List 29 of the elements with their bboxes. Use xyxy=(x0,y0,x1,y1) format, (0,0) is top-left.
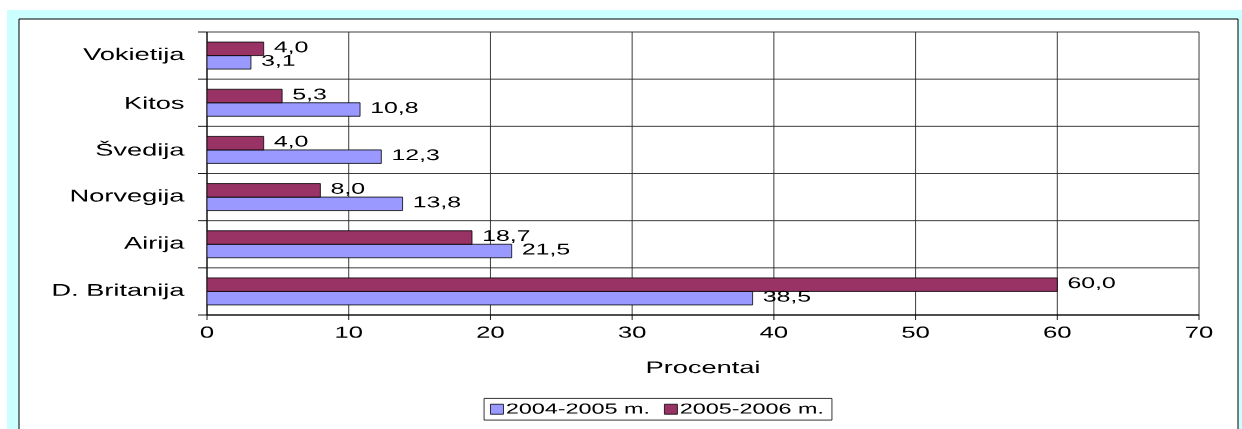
bar xyxy=(207,102,361,117)
x-tick-label: 50 xyxy=(902,326,929,338)
x-tick-label: 30 xyxy=(618,326,646,338)
data-label: 21,5 xyxy=(523,243,570,257)
x-tick-label: 20 xyxy=(477,326,504,338)
data-label: 4,0 xyxy=(274,41,308,55)
x-tick-label: 0 xyxy=(200,326,214,338)
data-label: 3,1 xyxy=(262,54,295,68)
data-label: 38,5 xyxy=(763,290,811,304)
x-tick-label: 70 xyxy=(1186,326,1213,338)
y-tick-label: Švedija xyxy=(96,140,185,160)
legend-label: 2004-2005 m. xyxy=(507,403,648,414)
data-label: 13,8 xyxy=(414,196,460,210)
x-axis-title: Procentai xyxy=(647,360,759,374)
y-tick-label: Vokietija xyxy=(83,47,185,64)
x-tick-label: 60 xyxy=(1044,326,1071,338)
legend-label: 2005-2006 m. xyxy=(680,403,822,414)
data-label: 4,0 xyxy=(274,135,308,149)
data-label: 10,8 xyxy=(372,102,418,115)
y-tick-label: D. Britanija xyxy=(53,283,185,300)
data-label: 12,3 xyxy=(393,149,439,163)
data-label: 5,3 xyxy=(293,88,326,102)
x-tick-label: 10 xyxy=(336,326,362,338)
bar xyxy=(207,230,473,245)
y-tick-label: Airija xyxy=(124,236,185,253)
x-tick-label: 40 xyxy=(760,326,788,338)
y-tick-label: Norvegija xyxy=(71,189,185,206)
y-tick-label: Kitos xyxy=(126,96,184,109)
data-label: 60,0 xyxy=(1068,277,1115,291)
